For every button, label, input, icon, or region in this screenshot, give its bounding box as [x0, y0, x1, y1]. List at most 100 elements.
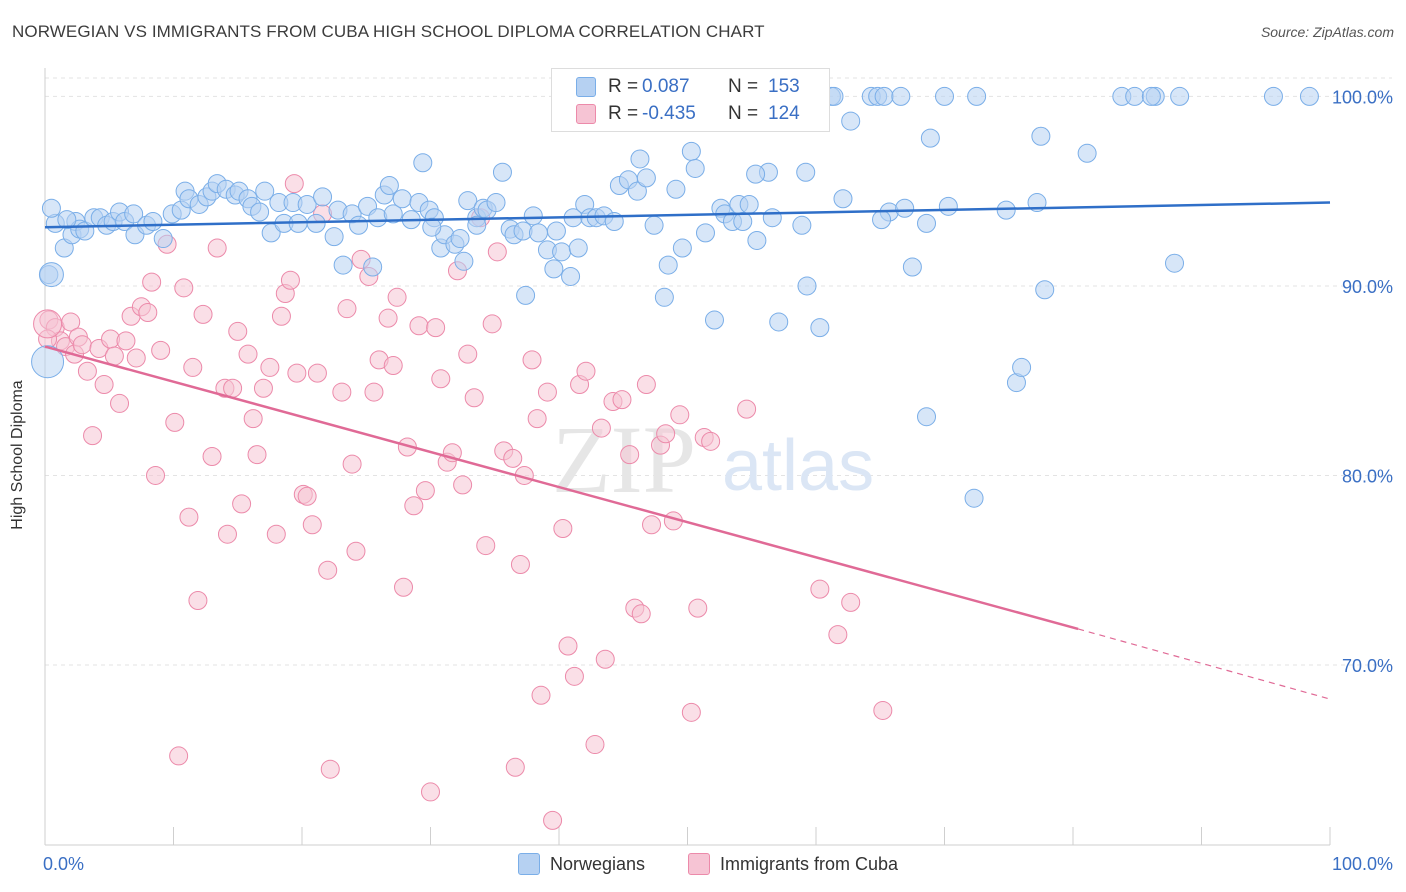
- bottom-legend-norwegians: Norwegians: [518, 852, 645, 876]
- norwegian-point: [841, 111, 861, 131]
- cuba-point: [543, 810, 563, 830]
- cuba-legend-swatch: [688, 853, 710, 875]
- cuba-point: [701, 431, 721, 451]
- norwegian-points: [31, 86, 1319, 508]
- cuba-point: [110, 393, 130, 413]
- cuba-point: [287, 363, 307, 383]
- cuba-point: [72, 335, 92, 355]
- cuba-point: [188, 591, 208, 611]
- cuba-point: [364, 382, 384, 402]
- norwegian-point: [1170, 86, 1190, 106]
- y-axis-title: High School Diploma: [9, 380, 26, 530]
- cuba-point: [487, 242, 507, 262]
- cuba-point: [94, 374, 114, 394]
- n-label: N =: [728, 103, 759, 124]
- norwegian-point: [996, 200, 1016, 220]
- norwegian-point: [1141, 86, 1161, 106]
- norwegian-point: [920, 128, 940, 148]
- cuba-point: [503, 448, 523, 468]
- cuba-point: [169, 746, 189, 766]
- norwegian-point: [895, 198, 915, 218]
- norwegian-point: [413, 153, 433, 173]
- norwegian-point: [250, 202, 270, 222]
- norwegian-point: [544, 259, 564, 279]
- norwegian-point: [797, 276, 817, 296]
- cuba-point: [612, 390, 632, 410]
- cuba-point: [688, 598, 708, 618]
- cuba-point: [207, 238, 227, 258]
- cuba-point: [576, 361, 596, 381]
- cuba-point: [595, 649, 615, 669]
- cuba-point: [284, 174, 304, 194]
- norwegian-point: [568, 238, 588, 258]
- norwegians-legend-label: Norwegians: [550, 853, 646, 874]
- norwegian-point: [324, 227, 344, 247]
- norwegians-legend-swatch: [518, 853, 540, 875]
- norwegian-point: [255, 181, 275, 201]
- cuba-point: [337, 299, 357, 319]
- r-label: R =: [608, 103, 639, 124]
- cuba-point: [138, 302, 158, 322]
- cuba-point: [266, 524, 286, 544]
- cuba-point: [223, 378, 243, 398]
- cuba-point: [33, 309, 63, 339]
- cuba-point: [537, 382, 557, 402]
- cuba-point: [342, 454, 362, 474]
- cuba-point: [193, 304, 213, 324]
- cuba-point: [464, 388, 484, 408]
- bottom-legend-cuba: Immigrants from Cuba: [688, 852, 898, 876]
- norwegian-point: [41, 198, 61, 218]
- cuba-point: [522, 350, 542, 370]
- cuba-point: [271, 306, 291, 326]
- r-value-cuba: -0.435: [642, 103, 696, 124]
- cuba-point: [431, 369, 451, 389]
- norwegian-point: [143, 212, 163, 232]
- cuba-point: [217, 524, 237, 544]
- norwegian-point: [1012, 357, 1032, 377]
- norwegian-point: [747, 230, 767, 250]
- norwegian-point: [917, 407, 937, 427]
- y-tick-label: 80.0%: [1342, 466, 1393, 486]
- cuba-swatch: [576, 104, 596, 124]
- norwegian-point: [1031, 126, 1051, 146]
- cuba-point: [585, 735, 605, 755]
- cuba-point: [202, 447, 222, 466]
- cuba-point: [564, 666, 584, 686]
- norwegian-point: [379, 175, 399, 195]
- cuba-trend-extension: [1077, 628, 1331, 700]
- cuba-point: [332, 382, 352, 402]
- cuba-point: [260, 357, 280, 377]
- norwegian-point: [1165, 253, 1185, 273]
- cuba-point: [297, 486, 317, 506]
- r-label: R =: [608, 76, 639, 97]
- cuba-point: [737, 399, 757, 419]
- norwegian-point: [313, 187, 333, 207]
- norwegian-point: [492, 162, 512, 182]
- norwegian-point: [938, 196, 958, 216]
- cuba-point: [558, 636, 578, 656]
- norwegian-point: [796, 162, 816, 182]
- cuba-point: [636, 374, 656, 394]
- cuba-point: [458, 344, 478, 364]
- cuba-point: [243, 409, 263, 429]
- cuba-point: [179, 507, 199, 527]
- x-tick-label: 0.0%: [43, 854, 84, 874]
- cuba-point: [620, 445, 640, 465]
- cuba-point: [591, 418, 611, 438]
- norwegian-point: [392, 189, 412, 209]
- cuba-point: [415, 481, 435, 501]
- cuba-point: [873, 700, 893, 720]
- norwegians-trend-line: [44, 201, 1331, 229]
- norwegian-point: [769, 312, 789, 332]
- cuba-point: [553, 519, 573, 539]
- cuba-point: [238, 344, 258, 364]
- norwegian-point: [967, 86, 987, 106]
- norwegians-swatch: [576, 77, 596, 97]
- cuba-point: [426, 318, 446, 338]
- cuba-point: [409, 316, 429, 336]
- norwegian-point: [528, 223, 548, 243]
- cuba-point: [116, 331, 136, 351]
- norwegian-point: [874, 86, 894, 106]
- x-tick-label: 100.0%: [1332, 854, 1393, 874]
